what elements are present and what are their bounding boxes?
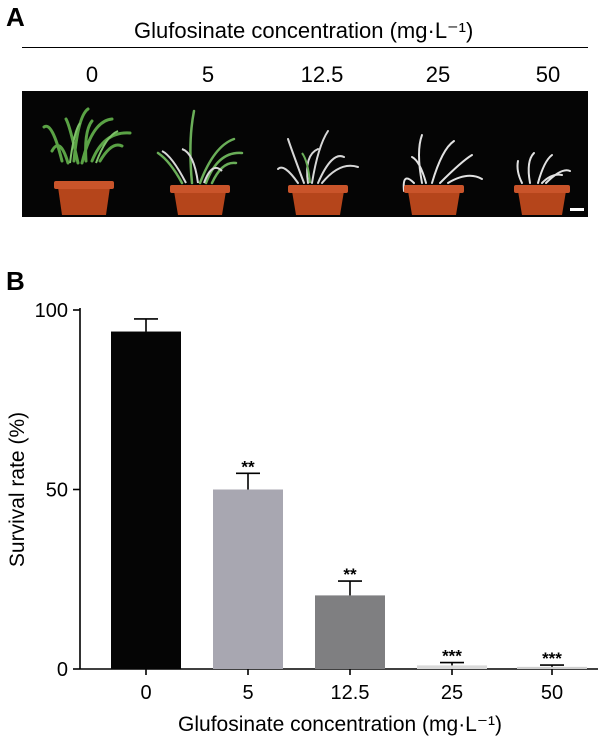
scale-bar [570,208,584,211]
bar [111,331,181,669]
x-axis-title: Glufosinate concentration (mg·L⁻¹) [178,713,502,736]
significance-label: *** [542,649,562,668]
plant-pot-icon [514,152,571,215]
plant-pot-icon [156,109,244,215]
significance-label: ** [343,565,357,584]
bar [213,489,283,669]
y-axis-title: Survival rate (%) [6,412,29,567]
plant-photo [22,91,588,217]
x-tick-label: 5 [242,682,253,704]
y-tick-label: 100 [35,300,68,322]
plant-pot-icon [277,130,359,215]
conc-label-0: 0 [85,62,99,87]
panel-b-label: B [6,266,25,296]
conc-label-12-5: 12.5 [300,62,344,87]
conc-label-25: 25 [425,62,451,87]
x-tick-label: 25 [441,682,463,704]
x-tick-label: 0 [140,682,151,704]
x-tick-label: 50 [541,682,563,704]
panel-a-label: A [6,2,25,32]
x-tick-label: 12.5 [331,682,370,704]
y-tick-label: 50 [46,480,68,502]
plant-photo-illustration [42,107,584,215]
significance-label: ** [241,457,255,476]
panel-a-header-rule [22,47,588,48]
survival-rate-chart: 0 50 100 0 ** 5 ** 12.5 *** 25 *** 50 Glufosinate co… [6,300,598,736]
conc-label-5: 5 [201,62,215,87]
significance-label: *** [442,647,462,666]
y-tick-label: 0 [57,659,68,681]
plant-pot-icon [402,134,483,215]
panel-a-header: Glufosinate concentration (mg·L⁻¹) [134,18,474,43]
conc-label-50: 50 [535,62,561,87]
bar [517,666,587,669]
bar [315,595,385,669]
plant-pot-icon [42,107,132,215]
bar [417,665,487,669]
